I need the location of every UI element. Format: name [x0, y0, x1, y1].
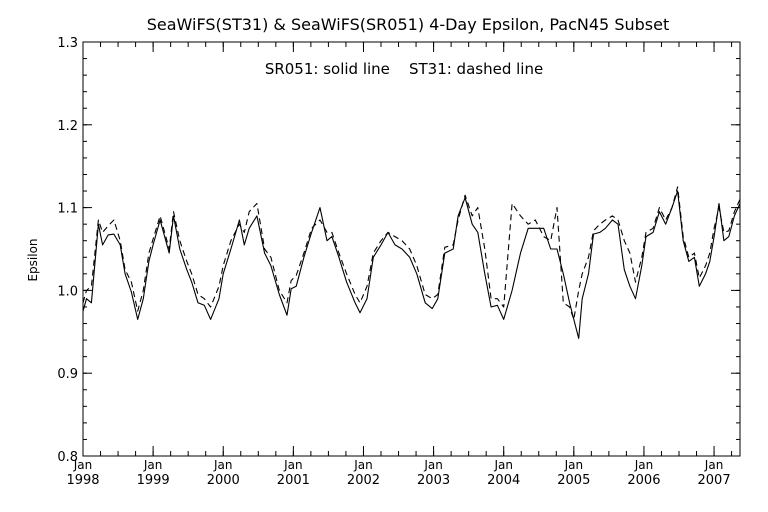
series-layer: [82, 186, 741, 339]
y-tick-label: 1.1: [57, 202, 78, 217]
x-tick-year-label: 2002: [347, 473, 380, 488]
x-tick-year-label: 2007: [698, 473, 731, 488]
x-tick-year-label: 2005: [557, 473, 590, 488]
y-tick-label: 1.0: [57, 284, 78, 299]
line-style-annotation: SR051: solid line ST31: dashed line: [265, 60, 543, 78]
x-tick-month-label: Jan: [283, 458, 303, 472]
series-line-st31: [82, 186, 741, 320]
x-tick-month-label: Jan: [423, 458, 443, 472]
x-tick-year-label: 2001: [277, 473, 310, 488]
x-tick-month-label: Jan: [73, 458, 93, 472]
x-tick-month-label: Jan: [634, 458, 654, 472]
x-tick-year-label: 1999: [137, 473, 170, 488]
series-line-sr051: [82, 190, 741, 339]
x-tick-year-label: 1998: [66, 473, 99, 488]
x-tick-year-label: 2000: [207, 473, 240, 488]
y-tick-label: 1.3: [57, 36, 78, 51]
x-tick-month-label: Jan: [213, 458, 233, 472]
y-tick-label: 1.2: [57, 119, 78, 134]
y-tick-label: 0.8: [57, 450, 78, 465]
y-axis-label: Epsilon: [26, 238, 40, 281]
axes-layer: 0.80.91.01.11.21.3Jan1998Jan1999Jan2000J…: [57, 36, 740, 488]
x-tick-year-label: 2006: [627, 473, 660, 488]
x-tick-year-label: 2003: [417, 473, 450, 488]
chart-title: SeaWiFS(ST31) & SeaWiFS(SR051) 4-Day Eps…: [147, 15, 669, 34]
x-tick-year-label: 2004: [487, 473, 520, 488]
x-tick-month-label: Jan: [493, 458, 513, 472]
x-tick-month-label: Jan: [704, 458, 724, 472]
x-tick-month-label: Jan: [353, 458, 373, 472]
x-tick-month-label: Jan: [143, 458, 163, 472]
plot-frame: [82, 41, 741, 457]
y-tick-label: 0.9: [57, 367, 78, 382]
x-tick-month-label: Jan: [564, 458, 584, 472]
